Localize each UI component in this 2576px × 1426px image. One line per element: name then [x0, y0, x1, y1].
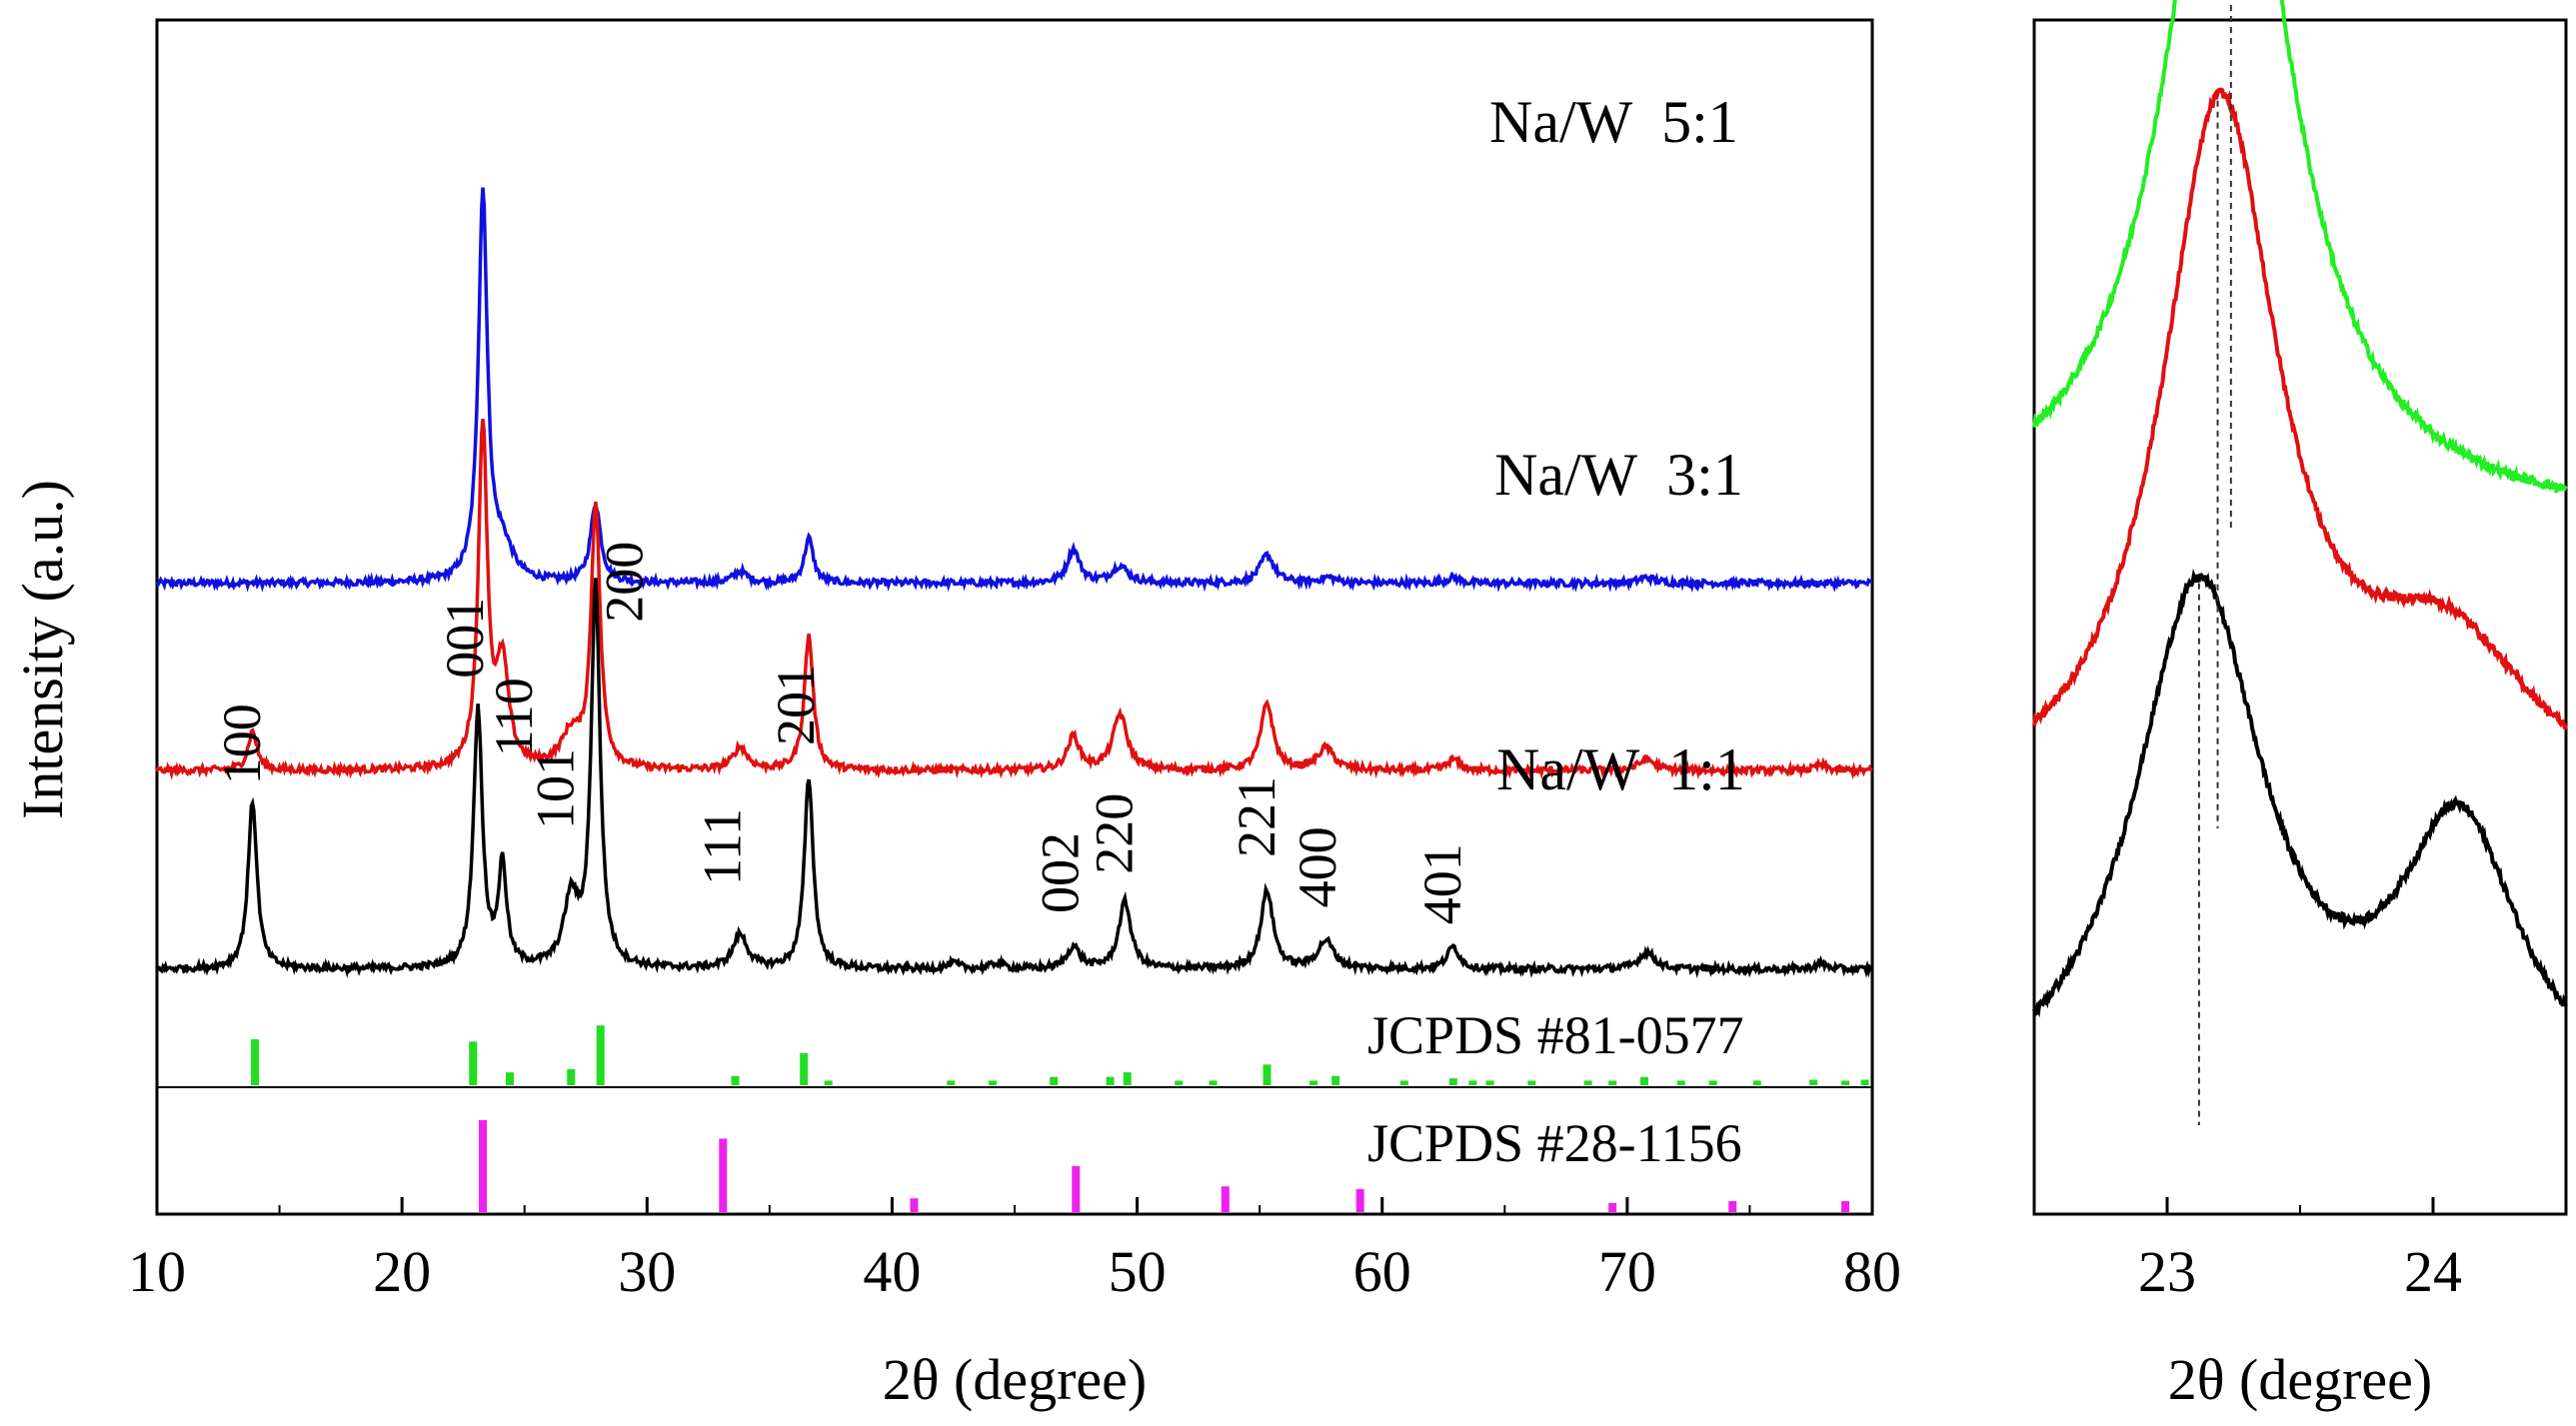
- peak-label: 001: [435, 598, 495, 679]
- main-x-axis-title: 2θ (degree): [883, 1347, 1147, 1412]
- reference-stick: [506, 1072, 515, 1085]
- x-tick-label: 10: [128, 1239, 186, 1304]
- reference-stick: [1676, 1080, 1685, 1085]
- x-tick-label: 20: [373, 1239, 431, 1304]
- peak-label: 401: [1412, 843, 1472, 924]
- reference-stick: [1728, 1200, 1737, 1212]
- reference-stick: [1752, 1080, 1761, 1085]
- zoom-series-line-0: [2032, 0, 2568, 494]
- reference-stick: [947, 1080, 956, 1085]
- label-na-w-3-1: Na/W 3:1: [1494, 442, 1743, 508]
- x-tick-label: 80: [1843, 1239, 1901, 1304]
- series-line-0: [155, 187, 1872, 594]
- reference-stick: [1221, 1186, 1230, 1212]
- label-jcpds-81-0577: JCPDS #81-0577: [1367, 1005, 1744, 1065]
- zoom-x-axis-title: 2θ (degree): [2168, 1347, 2432, 1412]
- zoom-x-tick-label: 24: [2404, 1239, 2462, 1304]
- x-tick-label: 40: [863, 1239, 921, 1304]
- x-tick-label: 50: [1109, 1239, 1167, 1304]
- zoom-x-ticks: 23 24: [2033, 1197, 2567, 1304]
- reference-stick: [1263, 1064, 1272, 1085]
- label-jcpds-28-1156: JCPDS #28-1156: [1367, 1113, 1742, 1173]
- zoom-panel: 23 24 2θ (degree): [2032, 0, 2568, 1412]
- reference-stick: [1485, 1080, 1494, 1085]
- reference-stick: [1468, 1080, 1477, 1085]
- reference-stick: [1841, 1080, 1850, 1085]
- reference-stick: [1309, 1080, 1318, 1085]
- reference-stick: [731, 1075, 740, 1085]
- reference-stick: [479, 1120, 488, 1212]
- reference-stick: [251, 1039, 260, 1085]
- x-tick-label: 30: [618, 1239, 676, 1304]
- reference-stick: [1583, 1080, 1592, 1085]
- reference-stick: [1608, 1202, 1617, 1212]
- reference-stick: [596, 1025, 605, 1085]
- reference-lines-group: [251, 1025, 1869, 1212]
- reference-stick: [1331, 1075, 1340, 1085]
- zoom-series-group: [2032, 0, 2568, 1018]
- x-tick-label: 70: [1598, 1239, 1656, 1304]
- reference-stick: [1860, 1079, 1869, 1085]
- x-tick-label: 60: [1353, 1239, 1411, 1304]
- reference-stick: [1355, 1189, 1364, 1212]
- reference-stick: [1072, 1166, 1081, 1212]
- reference-stick: [1841, 1200, 1850, 1212]
- reference-stick: [1123, 1072, 1132, 1085]
- peak-label: 221: [1227, 776, 1287, 857]
- zoom-series-line-2: [2032, 568, 2568, 1018]
- reference-stick: [800, 1052, 809, 1085]
- reference-stick: [824, 1080, 833, 1085]
- peak-label: 002: [1031, 832, 1091, 913]
- peak-label: 201: [766, 665, 826, 745]
- peak-label: 111: [692, 808, 752, 885]
- peak-label: 200: [594, 542, 654, 623]
- series-line-2: [156, 578, 1874, 979]
- peak-label: 101: [526, 748, 586, 829]
- reference-stick: [567, 1068, 576, 1085]
- label-na-w-1-1: Na/W 1:1: [1496, 736, 1745, 802]
- reference-stick: [1050, 1076, 1059, 1085]
- main-series-group: [155, 187, 1874, 979]
- series-line-1: [155, 419, 1873, 780]
- reference-stick: [1608, 1080, 1617, 1085]
- main-x-ticks: 10 20 30 40 50 60 70 80: [128, 1197, 1901, 1304]
- zoom-x-tick-label: 23: [2138, 1239, 2196, 1304]
- reference-stick: [1527, 1080, 1536, 1085]
- reference-stick: [1399, 1080, 1408, 1085]
- zoom-series-line-1: [2032, 87, 2568, 729]
- reference-stick: [1640, 1076, 1649, 1085]
- reference-stick: [1209, 1080, 1218, 1085]
- reference-stick: [910, 1198, 919, 1212]
- reference-stick: [719, 1138, 728, 1212]
- peak-label: 400: [1288, 826, 1347, 907]
- reference-stick: [1106, 1076, 1115, 1085]
- peak-label: 100: [212, 704, 272, 784]
- reference-stick: [1175, 1080, 1184, 1085]
- main-y-axis-title: Intensity (a.u.): [10, 480, 75, 819]
- peak-label: 220: [1085, 793, 1145, 874]
- reference-stick: [1708, 1080, 1717, 1085]
- reference-stick: [1809, 1079, 1818, 1085]
- label-na-w-5-1: Na/W 5:1: [1489, 89, 1738, 155]
- peak-label: 110: [484, 678, 544, 756]
- zoom-peak-markers: [2197, 0, 2232, 1125]
- reference-stick: [988, 1080, 997, 1085]
- zoom-plot-frame: [2032, 18, 2568, 1216]
- reference-stick: [1448, 1078, 1457, 1085]
- reference-stick: [469, 1041, 478, 1085]
